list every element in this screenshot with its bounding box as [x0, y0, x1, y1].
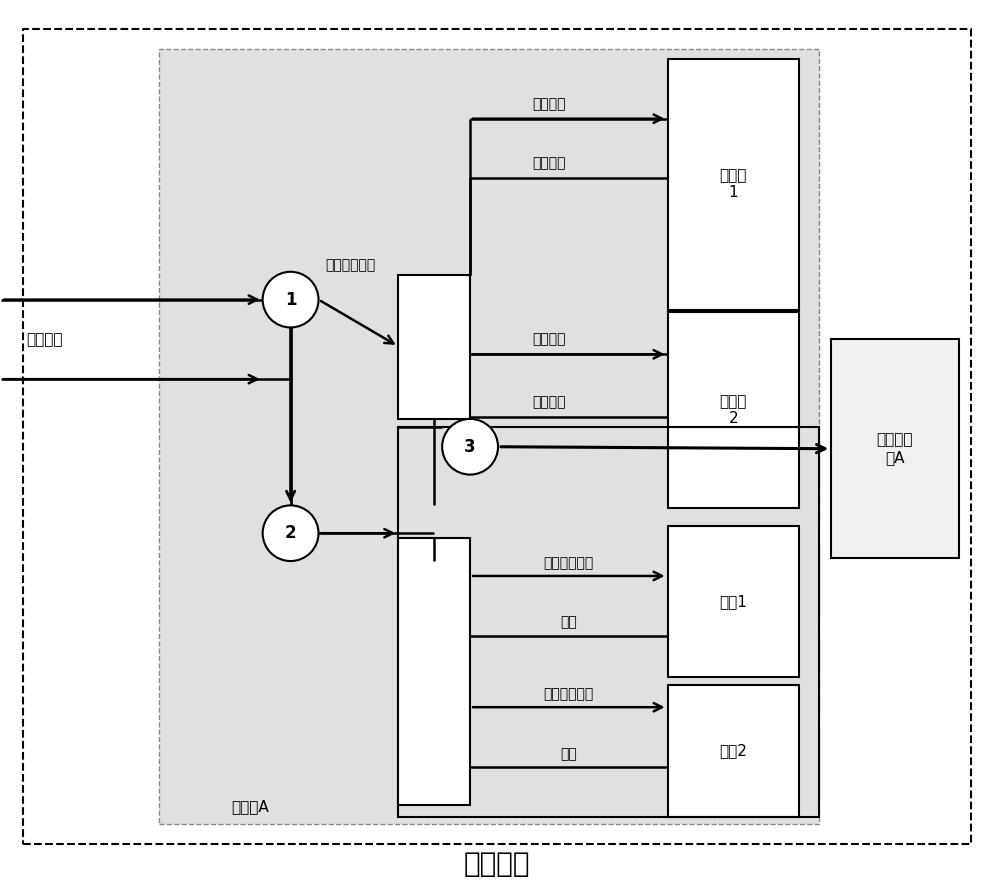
Text: 回放: 回放 [560, 747, 577, 761]
Text: 3: 3 [464, 438, 476, 456]
Bar [668, 685, 799, 817]
Circle shape [263, 505, 319, 561]
Text: 压缩码流记录: 压缩码流记录 [544, 687, 594, 701]
Bar [159, 49, 819, 825]
Bar [398, 539, 470, 804]
Text: 1: 1 [285, 291, 296, 309]
Circle shape [442, 419, 498, 474]
Text: 辅助数据拼接: 辅助数据拼接 [325, 258, 376, 272]
Text: 综合电子: 综合电子 [464, 850, 530, 879]
Bar [668, 59, 799, 310]
Text: 计算板
2: 计算板 2 [720, 394, 747, 426]
Bar [831, 339, 959, 558]
Bar [668, 312, 799, 509]
Text: 图像数据: 图像数据 [26, 332, 63, 347]
Text: 图像数据: 图像数据 [532, 97, 566, 110]
Circle shape [263, 272, 319, 328]
Text: 回放: 回放 [560, 615, 577, 630]
Bar [668, 526, 799, 677]
Text: 通道适配
板A: 通道适配 板A [877, 433, 913, 465]
Text: 图像数据: 图像数据 [532, 332, 566, 346]
Text: 码流数据: 码流数据 [532, 395, 566, 409]
Text: 2: 2 [285, 525, 296, 542]
Text: 存储2: 存储2 [719, 743, 747, 758]
Text: 存储1: 存储1 [719, 594, 747, 609]
Text: 路由板A: 路由板A [231, 799, 268, 814]
Bar [398, 426, 819, 817]
Text: 计算板
1: 计算板 1 [720, 168, 747, 200]
Bar [398, 275, 470, 419]
Text: 压缩码流记录: 压缩码流记录 [544, 556, 594, 570]
Text: 码流数据: 码流数据 [532, 156, 566, 170]
